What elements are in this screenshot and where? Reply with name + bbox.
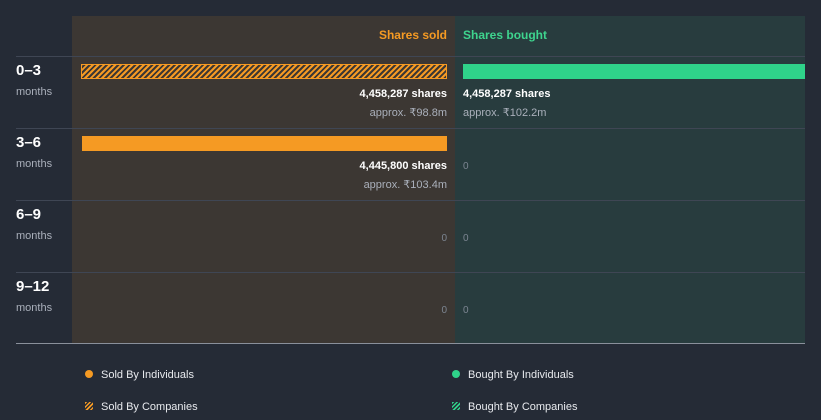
bought-zero-label: 0 <box>463 161 469 172</box>
legend-hatch-icon <box>85 402 93 411</box>
period-unit-label: months <box>16 158 53 170</box>
legend-label: Sold By Companies <box>101 401 198 413</box>
period-unit-label: months <box>16 302 53 314</box>
sold-shares-label: 4,445,800 shares <box>359 160 447 172</box>
column-header-bought: Shares bought <box>463 28 548 42</box>
legend-item: Bought By Individuals <box>452 369 574 381</box>
legend-dot-icon <box>452 370 460 379</box>
row-divider <box>16 200 805 201</box>
period-label: 9–12 <box>16 278 50 295</box>
legend-item: Sold By Individuals <box>85 369 194 381</box>
row-divider <box>16 128 805 129</box>
sold-approx-label: approx. ₹98.8m <box>369 107 447 119</box>
sold-zero-label: 0 <box>441 305 447 316</box>
chart-baseline <box>16 343 805 344</box>
sold-approx-label: approx. ₹103.4m <box>363 179 447 191</box>
row-divider <box>16 56 805 57</box>
period-unit-label: months <box>16 230 53 242</box>
sold-bar <box>82 136 447 151</box>
bought-zero-label: 0 <box>463 233 469 244</box>
period-unit-label: months <box>16 86 53 98</box>
sold-bar <box>81 64 447 79</box>
legend-item: Sold By Companies <box>85 401 198 413</box>
legend-label: Bought By Individuals <box>468 369 574 381</box>
period-label: 6–9 <box>16 206 42 223</box>
sold-shares-label: 4,458,287 shares <box>359 88 447 100</box>
bought-shares-label: 4,458,287 shares <box>463 88 551 100</box>
sold-zero-label: 0 <box>441 233 447 244</box>
legend-hatch-icon <box>452 402 460 411</box>
legend-item: Bought By Companies <box>452 401 577 413</box>
row-divider <box>16 272 805 273</box>
column-header-sold: Shares sold <box>378 28 447 42</box>
period-label: 0–3 <box>16 62 42 79</box>
legend-label: Sold By Individuals <box>101 369 194 381</box>
legend-dot-icon <box>85 370 93 379</box>
bought-approx-label: approx. ₹102.2m <box>463 107 547 119</box>
period-label: 3–6 <box>16 134 42 151</box>
bought-bar <box>463 64 805 79</box>
bought-zero-label: 0 <box>463 305 469 316</box>
legend-label: Bought By Companies <box>468 401 578 413</box>
